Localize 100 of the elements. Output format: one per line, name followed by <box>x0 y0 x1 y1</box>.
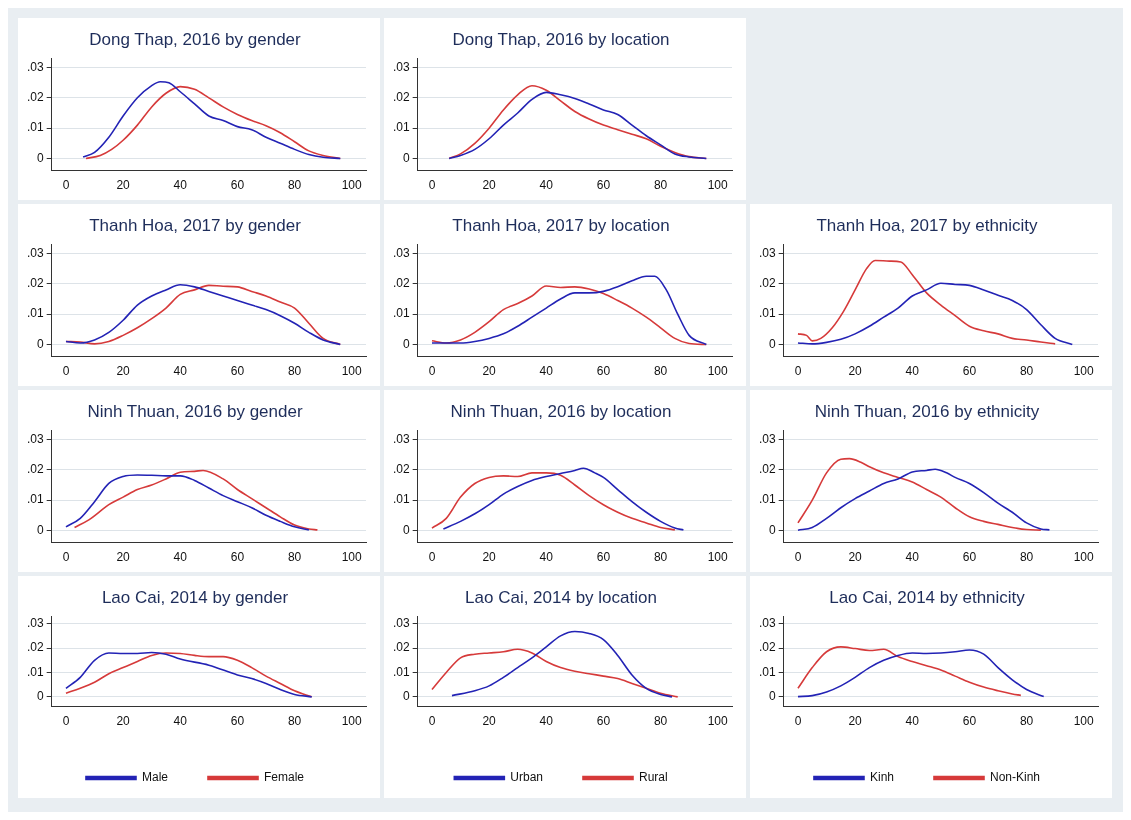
x-tick-label: 0 <box>62 714 70 729</box>
y-tick-label: .03 <box>758 245 776 260</box>
y-tick-label: .01 <box>758 306 776 321</box>
line-series <box>797 259 1056 345</box>
x-tick-label: 40 <box>173 714 188 729</box>
y-tick-label: .03 <box>758 431 776 446</box>
y-tick-label: 0 <box>402 336 410 351</box>
y-tick-label: 0 <box>402 150 410 165</box>
y-tick-label: .02 <box>392 640 410 655</box>
y-tick-label: .02 <box>392 90 410 105</box>
x-tick-label: 100 <box>707 178 729 193</box>
chart-title: Dong Thap, 2016 by gender <box>89 29 302 49</box>
y-tick-label: .02 <box>758 276 776 291</box>
x-tick-label: 100 <box>707 550 729 565</box>
line-series <box>451 630 673 698</box>
line-series <box>797 649 1045 698</box>
x-tick-label: 80 <box>287 364 302 379</box>
y-tick-label: .01 <box>758 664 776 679</box>
x-tick-label: 60 <box>962 364 977 379</box>
chart-title: Lao Cai, 2014 by ethnicity <box>829 587 1026 607</box>
chart-title: Ninh Thuan, 2016 by location <box>450 401 672 421</box>
x-tick-label: 40 <box>905 714 920 729</box>
y-tick-label: .03 <box>26 59 44 74</box>
x-tick-label: 0 <box>62 178 70 193</box>
y-tick-label: .03 <box>26 616 44 631</box>
chart-title: Lao Cai, 2014 by location <box>465 587 657 607</box>
y-tick-label: .02 <box>392 462 410 477</box>
x-tick-label: 80 <box>287 714 302 729</box>
legend-label: Non-Kinh <box>990 770 1041 785</box>
legend-label: Male <box>141 770 169 785</box>
x-tick-label: 0 <box>428 714 436 729</box>
line-series <box>797 468 1051 531</box>
y-tick-label: .03 <box>758 616 776 631</box>
x-tick-label: 40 <box>539 178 554 193</box>
y-tick-label: 0 <box>768 336 776 351</box>
x-tick-label: 40 <box>539 364 554 379</box>
x-tick-label: 60 <box>230 714 245 729</box>
y-tick-label: 0 <box>36 689 44 704</box>
chart-title: Thanh Hoa, 2017 by gender <box>89 215 302 235</box>
line-series <box>797 646 1022 697</box>
legend-label: Urban <box>510 770 544 785</box>
y-tick-label: 0 <box>402 689 410 704</box>
x-tick-label: 20 <box>482 178 497 193</box>
x-tick-label: 0 <box>794 550 802 565</box>
line-series <box>65 283 342 346</box>
x-tick-label: 100 <box>707 714 729 729</box>
x-tick-label: 80 <box>653 178 668 193</box>
x-tick-label: 0 <box>428 550 436 565</box>
x-tick-label: 80 <box>1019 364 1034 379</box>
line-series <box>797 282 1074 346</box>
y-tick-label: 0 <box>768 522 776 537</box>
x-tick-label: 20 <box>848 364 863 379</box>
chart-title: Ninh Thuan, 2016 by gender <box>87 401 303 421</box>
y-tick-label: .02 <box>758 462 776 477</box>
y-tick-label: .01 <box>392 664 410 679</box>
legend-label: Rural <box>639 770 668 785</box>
y-tick-label: .01 <box>392 306 410 321</box>
y-tick-label: .01 <box>392 120 410 135</box>
y-tick-label: 0 <box>36 336 44 351</box>
x-tick-label: 60 <box>596 364 611 379</box>
y-tick-label: .01 <box>392 492 410 507</box>
y-tick-label: .02 <box>26 462 44 477</box>
y-tick-label: .03 <box>392 245 410 260</box>
x-tick-label: 40 <box>905 550 920 565</box>
x-tick-label: 0 <box>62 364 70 379</box>
x-tick-label: 100 <box>341 550 363 565</box>
x-tick-label: 20 <box>482 714 497 729</box>
x-tick-label: 60 <box>596 714 611 729</box>
line-series <box>431 648 679 698</box>
x-tick-label: 20 <box>116 550 131 565</box>
x-tick-label: 60 <box>596 550 611 565</box>
y-tick-label: .01 <box>26 120 44 135</box>
x-tick-label: 40 <box>539 714 554 729</box>
x-tick-label: 80 <box>653 364 668 379</box>
y-tick-label: .03 <box>392 59 410 74</box>
x-tick-label: 20 <box>116 714 131 729</box>
x-tick-label: 0 <box>794 714 802 729</box>
x-tick-label: 20 <box>482 550 497 565</box>
x-tick-label: 80 <box>653 714 668 729</box>
y-tick-label: .01 <box>26 306 44 321</box>
chart-title: Thanh Hoa, 2017 by ethnicity <box>816 215 1039 235</box>
y-tick-label: 0 <box>36 522 44 537</box>
x-tick-label: 60 <box>230 178 245 193</box>
y-tick-label: .03 <box>392 616 410 631</box>
x-tick-label: 80 <box>653 550 668 565</box>
x-tick-label: 100 <box>1073 714 1095 729</box>
x-tick-label: 100 <box>1073 550 1095 565</box>
x-tick-label: 80 <box>1019 550 1034 565</box>
x-tick-label: 80 <box>1019 714 1034 729</box>
y-tick-label: .02 <box>26 276 44 291</box>
y-tick-label: .03 <box>26 245 44 260</box>
legend-label: Female <box>264 770 305 785</box>
chart-title: Thanh Hoa, 2017 by location <box>452 215 670 235</box>
x-tick-label: 20 <box>848 714 863 729</box>
x-tick-label: 0 <box>62 550 70 565</box>
y-tick-label: .02 <box>26 640 44 655</box>
x-tick-label: 0 <box>794 364 802 379</box>
x-tick-label: 60 <box>230 550 245 565</box>
legend-label: Kinh <box>869 770 895 785</box>
x-tick-label: 100 <box>341 364 363 379</box>
